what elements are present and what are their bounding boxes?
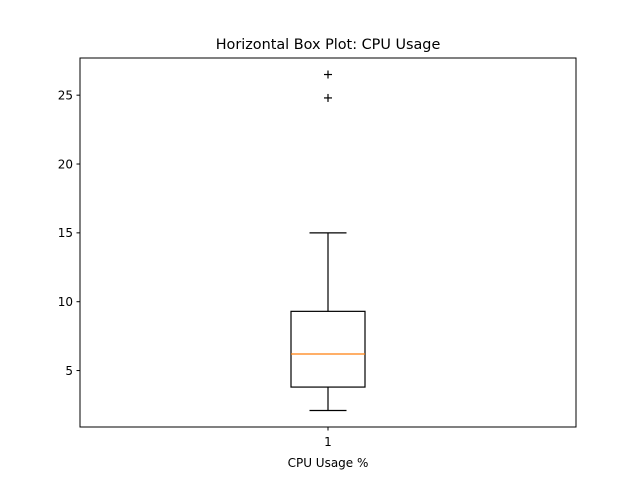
y-axis: 5 10 15 20 25 <box>58 88 80 378</box>
x-axis: 1 <box>324 427 332 449</box>
outlier-marker <box>324 93 332 102</box>
y-tick-label: 25 <box>58 88 73 102</box>
x-tick-label: 1 <box>324 435 332 449</box>
x-axis-label: CPU Usage % <box>288 456 369 470</box>
box-iqr <box>290 310 366 388</box>
outlier-marker <box>324 70 332 79</box>
y-tick-label: 20 <box>58 157 73 171</box>
y-tick-label: 10 <box>58 295 73 309</box>
y-tick-label: 5 <box>65 364 73 378</box>
y-tick-label: 15 <box>58 226 73 240</box>
box-group <box>290 70 366 412</box>
chart-title: Horizontal Box Plot: CPU Usage <box>216 37 441 53</box>
plot-area <box>290 70 366 412</box>
axes-frame <box>79 57 577 428</box>
